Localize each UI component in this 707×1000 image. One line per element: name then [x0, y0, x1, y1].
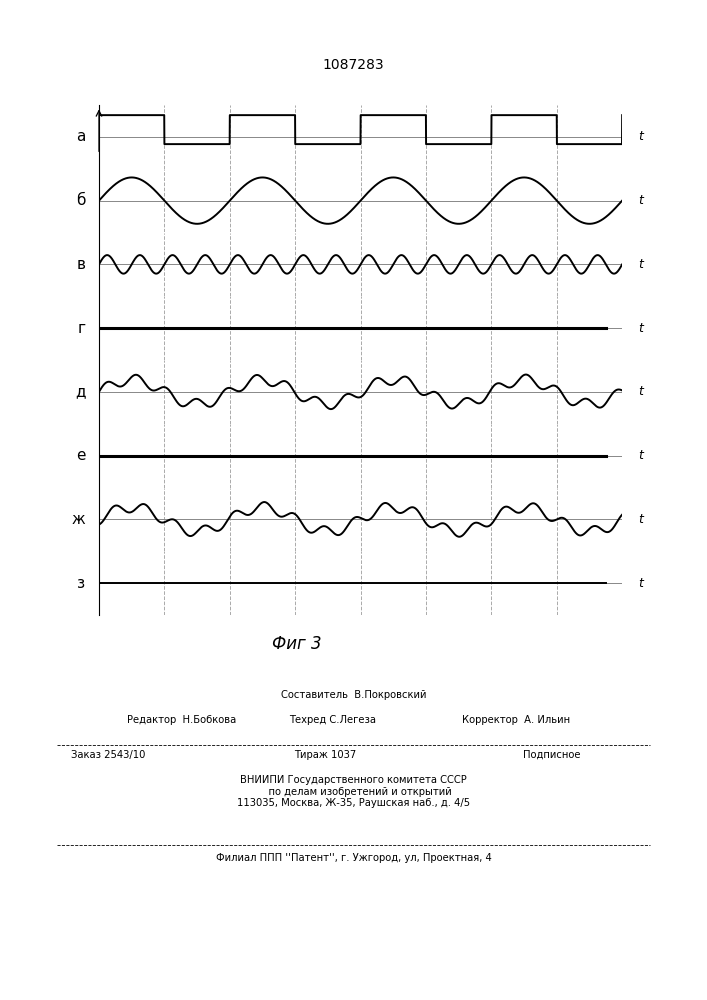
Text: t: t: [638, 194, 643, 207]
Text: t: t: [638, 322, 643, 335]
Text: Техред С.Легеза: Техред С.Легеза: [288, 715, 376, 725]
Text: д: д: [75, 384, 86, 399]
Text: б: б: [76, 193, 86, 208]
Text: t: t: [638, 385, 643, 398]
Text: Составитель  В.Покровский: Составитель В.Покровский: [281, 690, 426, 700]
Text: з: з: [77, 576, 86, 591]
Text: t: t: [638, 449, 643, 462]
Text: Редактор  Н.Бобкова: Редактор Н.Бобкова: [127, 715, 237, 725]
Text: Тираж 1037: Тираж 1037: [294, 750, 356, 760]
Text: Заказ 2543/10: Заказ 2543/10: [71, 750, 145, 760]
Text: а: а: [76, 129, 86, 144]
Text: Филиал ППП ''Патент'', г. Ужгород, ул, Проектная, 4: Филиал ППП ''Патент'', г. Ужгород, ул, П…: [216, 853, 491, 863]
Text: 1087283: 1087283: [322, 58, 385, 72]
Text: t: t: [638, 130, 643, 143]
Text: ж: ж: [71, 512, 86, 527]
Text: е: е: [76, 448, 86, 463]
Text: в: в: [76, 257, 86, 272]
Text: Корректор  А. Ильин: Корректор А. Ильин: [462, 715, 570, 725]
Text: ВНИИПИ Государственного комитета СССР
    по делам изобретений и открытий
113035: ВНИИПИ Государственного комитета СССР по…: [237, 775, 470, 808]
Text: t: t: [638, 513, 643, 526]
Text: t: t: [638, 258, 643, 271]
Text: Фиг 3: Фиг 3: [272, 635, 322, 653]
Text: t: t: [638, 577, 643, 590]
Text: г: г: [77, 321, 86, 336]
Text: Подписное: Подписное: [522, 750, 580, 760]
